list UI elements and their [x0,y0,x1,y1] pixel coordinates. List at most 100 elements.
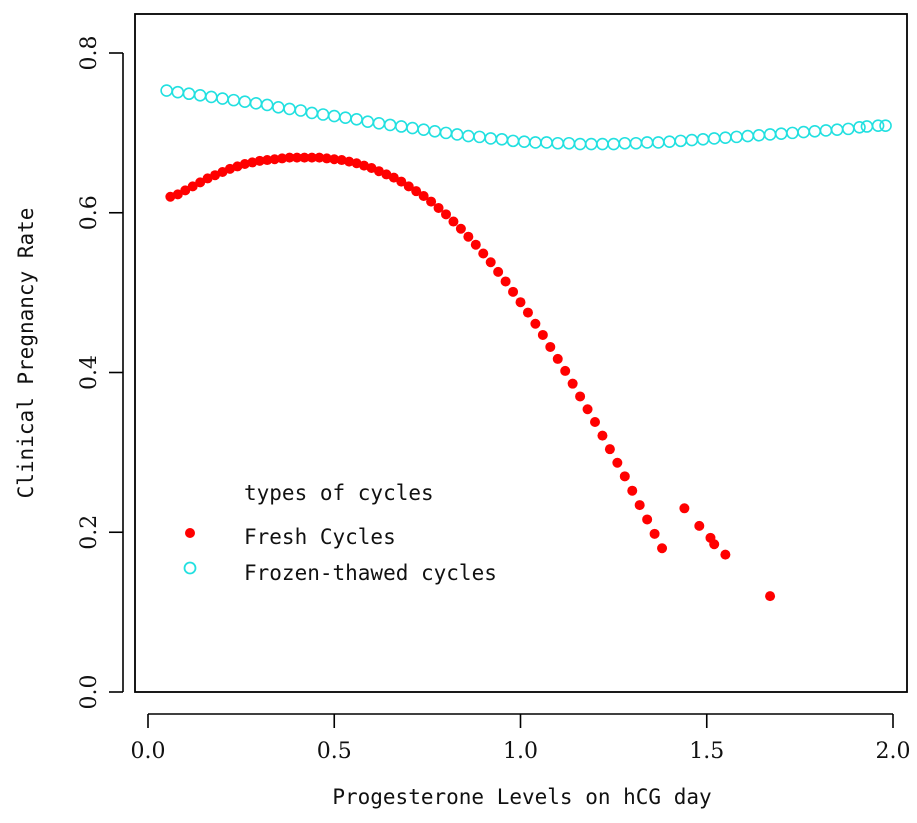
fresh-cycles-point [567,378,578,389]
frozen-thawed-cycles-point [406,121,419,135]
frozen-thawed-cycles-point [540,136,553,149]
frozen-thawed-cycles-point [529,136,542,149]
frozen-thawed-cycles-point [171,85,185,99]
frozen-thawed-cycles-point [819,124,833,137]
frozen-thawed-cycles-point [205,90,218,104]
x-tick-label: 1.0 [503,739,538,764]
fresh-cycles-point [530,318,541,329]
fresh-cycles-point [597,430,608,441]
frozen-thawed-cycles-point [216,92,229,105]
fresh-cycles-point [284,152,295,163]
fresh-cycles-point [508,286,519,297]
fresh-cycles-point [694,520,705,531]
frozen-thawed-cycles-point [719,131,732,144]
frozen-thawed-cycles-point [283,102,296,116]
fresh-cycles-point [299,152,310,163]
frozen-thawed-cycles-point [316,108,330,121]
frozen-thawed-cycles-point [372,116,386,130]
fresh-cycles-point [642,514,653,525]
frozen-thawed-cycles-point [730,130,743,144]
fresh-cycles-point [180,185,191,196]
frozen-thawed-cycles-point [696,132,710,146]
frozen-thawed-cycles-point [741,129,755,143]
fresh-cycles-point [262,155,273,166]
y-tick-label: 0.6 [77,195,102,230]
fresh-cycles-point [493,266,504,277]
frozen-thawed-cycles-point [629,136,643,150]
frozen-thawed-cycles-point [383,118,397,132]
y-tick-label: 0.8 [77,36,102,71]
frozen-thawed-cycles-point [506,134,520,148]
legend: types of cycles Fresh Cycles Frozen-thaw… [183,481,497,585]
fresh-cycles-point [321,153,332,164]
frozen-thawed-cycles-point [774,127,788,140]
frozen-thawed-cycles-point [339,111,352,124]
frozen-thawed-cycles-point [182,87,196,101]
frozen-thawed-cycles-point [249,97,263,110]
fresh-cycles-point [314,152,325,163]
fresh-cycles-point [634,500,645,511]
x-tick-label: 2.0 [876,739,911,764]
fresh-cycles-point [269,154,280,165]
fresh-cycles-point [187,181,198,192]
frozen-thawed-cycles-point [652,136,665,149]
frozen-thawed-cycles-point [428,124,442,138]
frozen-thawed-cycles-point [573,137,587,151]
frozen-thawed-cycles-point [786,126,799,140]
fresh-cycles-point [306,152,317,163]
fresh-cycles-point [612,457,623,468]
frozen-thawed-cycles-point [350,112,363,126]
frozen-thawed-cycles-point [473,130,486,144]
frozen-thawed-cycles-point [562,136,576,150]
fresh-cycles-point [455,223,466,234]
fresh-cycles-point [604,444,615,455]
y-axis-label: Clinical Pregnancy Rate [14,208,38,499]
frozen-thawed-cycles-point [763,128,777,141]
fresh-cycles-point [679,503,690,514]
plot-frame [134,13,908,693]
fresh-cycles-point [545,341,556,352]
frozen-thawed-cycles-point [450,128,464,141]
frozen-thawed-cycles-point [495,132,509,146]
fresh-cycles-point [765,591,776,602]
legend-title: types of cycles [244,481,434,505]
fresh-cycles-point [277,153,288,164]
fresh-cycles-point [411,186,422,197]
frozen-thawed-cycles-point [663,135,676,148]
frozen-thawed-cycles-point [871,119,885,132]
frozen-thawed-cycles-point [797,125,810,139]
frozen-thawed-cycles-point [462,129,475,143]
frozen-thawed-cycles-point [618,136,632,150]
frozen-thawed-cycles-point [607,137,620,151]
fresh-cycles-point [441,209,451,220]
fresh-cycles-point [426,196,437,207]
fresh-cycles-point [292,152,302,163]
fresh-cycles-point [590,417,600,428]
frozen-thawed-cycles-point [830,123,844,136]
fresh-cycles-point [388,172,399,183]
fresh-cycles-point [552,353,563,364]
x-tick-label: 1.5 [689,739,724,764]
fresh-cycles-point [619,471,630,482]
frozen-thawed-cycles-point [305,106,319,120]
frozen-thawed-cycles-point [584,137,598,151]
frozen-thawed-cycles-point [860,120,874,133]
fresh-cycles-point [649,528,660,539]
fresh-cycles-point [195,177,206,188]
fresh-cycles-point [396,176,407,187]
x-tick-label: 0.5 [317,739,352,764]
y-tick-label: 0.0 [77,675,102,710]
fresh-cycles-point [720,549,731,560]
frozen-thawed-cycles-point [752,128,766,142]
fresh-cycles-point [448,216,459,227]
frozen-thawed-cycles-point [707,132,721,145]
series-fresh-cycles [165,152,776,602]
fresh-cycles-point [254,155,265,166]
frozen-thawed-cycles-point [227,93,240,107]
y-axis: 0.0 0.2 0.4 0.6 0.8 [77,36,124,710]
fresh-cycles-point [582,404,593,415]
fresh-cycles-point [485,257,496,268]
frozen-thawed-cycles-point [808,124,822,138]
frozen-thawed-cycles-point [685,133,699,147]
fresh-cycles-point [463,231,474,242]
